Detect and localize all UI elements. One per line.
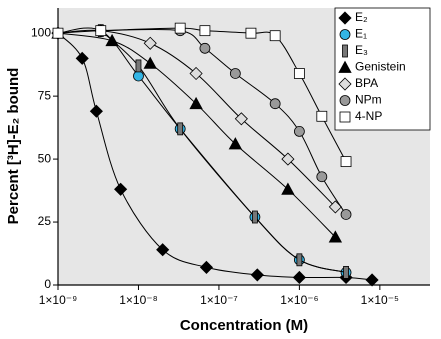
y-tick-label: 0 xyxy=(44,277,51,291)
x-tick-label: 1×10⁻⁷ xyxy=(200,293,238,307)
marker xyxy=(143,56,157,69)
marker xyxy=(105,33,119,47)
marker xyxy=(143,36,157,50)
legend: E₂ E₁ E₃ Genistein BPA NPm 4-NP xyxy=(334,7,431,131)
x-tick-label: 1×10⁻⁸ xyxy=(119,293,157,307)
marker xyxy=(189,66,203,81)
marker xyxy=(177,122,184,136)
marker xyxy=(245,27,257,39)
marker xyxy=(293,125,305,137)
marker xyxy=(75,51,89,65)
marker xyxy=(338,60,352,73)
marker xyxy=(296,253,303,267)
marker xyxy=(338,11,352,25)
x-tick-label: 1×10⁻⁹ xyxy=(39,293,78,307)
legend-label: Genistein xyxy=(355,60,406,74)
marker xyxy=(199,260,214,274)
marker xyxy=(133,70,144,82)
marker xyxy=(316,171,328,183)
legend-label: E₃ xyxy=(355,43,368,57)
marker xyxy=(340,156,352,168)
marker xyxy=(340,209,352,220)
marker xyxy=(250,268,264,282)
marker xyxy=(293,68,305,79)
marker xyxy=(281,182,295,195)
y-tick-label: 50 xyxy=(38,151,52,165)
legend-label: BPA xyxy=(355,76,378,90)
legend-label: 4-NP xyxy=(355,109,382,123)
marker xyxy=(156,243,170,257)
marker xyxy=(89,104,103,118)
marker xyxy=(52,27,64,39)
marker xyxy=(338,77,352,91)
marker xyxy=(292,270,306,285)
legend-label: E₂ xyxy=(355,10,368,24)
marker xyxy=(328,230,343,243)
marker xyxy=(252,210,258,224)
y-tick-label: 100 xyxy=(31,25,51,39)
marker xyxy=(269,98,281,110)
marker xyxy=(199,42,211,54)
marker xyxy=(339,111,351,123)
marker xyxy=(199,25,211,37)
legend-box xyxy=(334,7,431,131)
marker xyxy=(281,152,295,166)
marker xyxy=(189,96,203,110)
marker xyxy=(365,273,379,287)
marker xyxy=(316,110,328,122)
marker xyxy=(343,266,349,279)
marker xyxy=(269,30,281,42)
y-tick-label: 75 xyxy=(38,88,52,102)
y-axis-label: Percent [³H]-E₂ bound xyxy=(5,68,22,225)
marker xyxy=(228,137,243,150)
x-axis-label: Concentration (M) xyxy=(180,317,308,334)
marker xyxy=(339,95,351,106)
marker xyxy=(342,44,348,58)
legend-label: NPm xyxy=(355,93,382,107)
x-tick-label: 1×10⁻⁶ xyxy=(280,293,318,307)
y-tick-label: 25 xyxy=(38,214,52,228)
marker xyxy=(135,59,142,73)
marker xyxy=(229,68,241,79)
marker xyxy=(234,112,248,126)
legend-label: E₁ xyxy=(355,27,367,41)
series-line xyxy=(57,32,373,281)
marker xyxy=(95,25,107,37)
marker xyxy=(174,22,186,34)
marker xyxy=(114,182,128,196)
x-tick-label: 1×10⁻⁵ xyxy=(361,293,399,307)
marker xyxy=(339,29,351,40)
